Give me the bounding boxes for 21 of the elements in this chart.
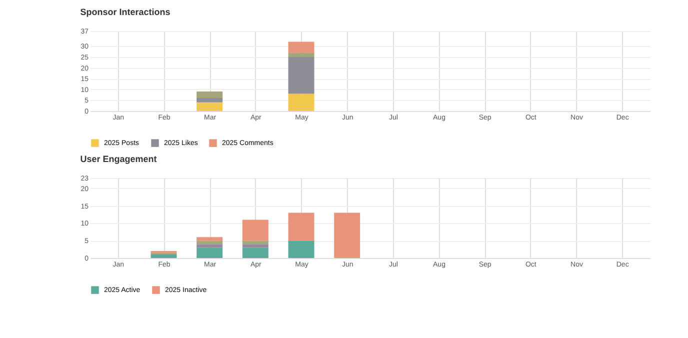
bar (242, 240, 268, 244)
chart-title: User Engagement (80, 154, 157, 164)
bar (196, 240, 223, 244)
bar (288, 94, 314, 111)
bar (150, 254, 177, 258)
bar (196, 248, 223, 258)
bar (288, 240, 314, 258)
bar (196, 98, 223, 102)
bar (288, 52, 314, 57)
bar (196, 102, 223, 111)
bar (334, 212, 360, 258)
bar (288, 212, 314, 241)
bar (196, 92, 223, 98)
bar (242, 244, 268, 248)
bar (242, 220, 268, 241)
chart-title: Sponsor Interactions (80, 7, 170, 17)
bar (288, 42, 314, 53)
bar (288, 56, 314, 94)
bar (196, 244, 223, 248)
bar (242, 248, 268, 258)
bar (196, 237, 223, 241)
